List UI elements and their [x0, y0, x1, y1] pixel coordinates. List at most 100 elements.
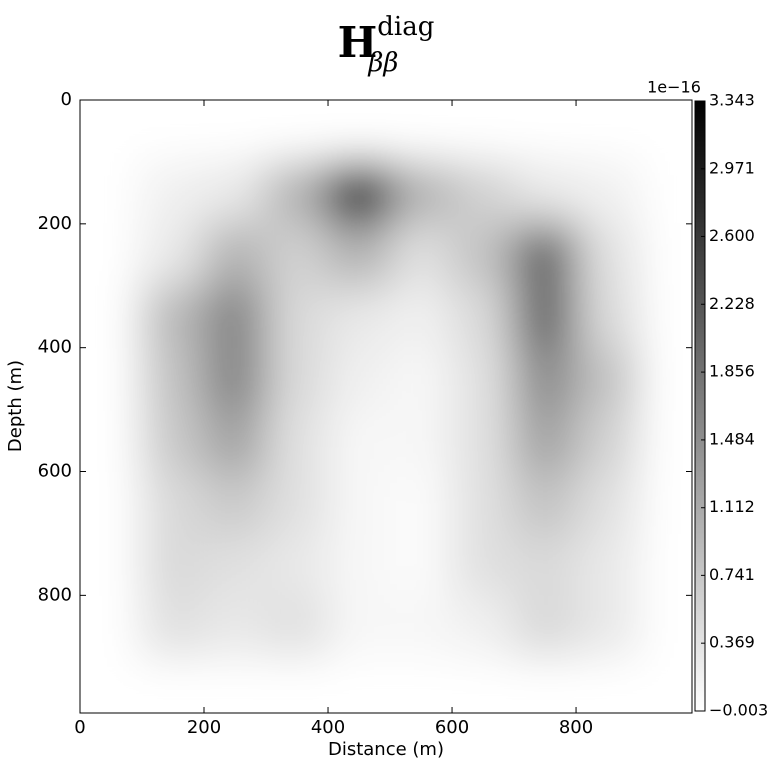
heatmap-cell — [328, 657, 391, 713]
y-axis-label: Depth (m) — [5, 360, 26, 452]
heatmap-cell — [514, 223, 577, 287]
heatmap-cell — [638, 657, 692, 713]
x-axis-label: Distance (m) — [328, 739, 444, 760]
colorbar-tick-label: 1.484 — [709, 429, 755, 448]
heatmap-cell — [204, 285, 267, 349]
heatmap-cell — [576, 223, 639, 287]
heatmap-cell — [390, 285, 453, 349]
colorbar-tick-label: 2.971 — [709, 158, 755, 177]
x-tick-label: 200 — [187, 717, 221, 738]
heatmap-cell — [452, 471, 515, 534]
heatmap-cell — [576, 100, 639, 163]
heatmap-cell — [142, 657, 205, 713]
x-tick-label: 400 — [311, 717, 345, 738]
heatmap-cell — [80, 100, 143, 163]
heatmap-cell — [80, 409, 143, 473]
heatmap-cell — [80, 161, 143, 225]
colorbar-tick-label: 2.600 — [709, 226, 755, 245]
heatmap-cell — [266, 533, 329, 596]
heatmap-cell — [452, 100, 515, 163]
heatmap-cell — [328, 285, 391, 349]
heatmap-cell — [266, 100, 329, 163]
heatmap-cell — [514, 533, 577, 596]
heatmap-cell — [514, 347, 577, 411]
heatmap-cell — [638, 471, 692, 534]
heatmap-cell — [142, 595, 205, 658]
heatmap-cell — [204, 595, 267, 658]
heatmap-cell — [576, 533, 639, 596]
heatmap-cell — [266, 657, 329, 713]
heatmap-cell — [266, 161, 329, 225]
heatmap-cell — [390, 100, 453, 163]
colorbar — [694, 100, 706, 712]
heatmap-cell — [452, 657, 515, 713]
heatmap-cell — [638, 223, 692, 287]
x-tick-label: 600 — [435, 717, 469, 738]
x-tick-label: 800 — [559, 717, 593, 738]
chart-title: Hdiag ββ — [338, 12, 435, 78]
heatmap-cell — [514, 595, 577, 658]
heatmap-cell — [204, 533, 267, 596]
heatmap-cell — [328, 161, 391, 225]
heatmap-cell — [80, 223, 143, 287]
heatmap-cell — [638, 161, 692, 225]
heatmap-cell — [452, 347, 515, 411]
heatmap-cell — [80, 347, 143, 411]
heatmap-cell — [452, 161, 515, 225]
heatmap-cell — [204, 100, 267, 163]
heatmap-cell — [576, 471, 639, 534]
title-subscript: ββ — [367, 48, 398, 78]
colorbar-tick-label: 0.369 — [709, 633, 755, 652]
heatmap-cell — [514, 471, 577, 534]
heatmap-cell — [328, 409, 391, 473]
heatmap-cell — [514, 100, 577, 163]
heatmap-cell — [638, 409, 692, 473]
heatmap-cell — [390, 409, 453, 473]
heatmap-cell — [266, 223, 329, 287]
heatmap-cell — [142, 100, 205, 163]
heatmap-cell — [638, 595, 692, 658]
heatmap-cell — [576, 285, 639, 349]
heatmap-cell — [266, 471, 329, 534]
heatmap-cell — [638, 347, 692, 411]
heatmap-cell — [390, 223, 453, 287]
heatmap-cell — [514, 161, 577, 225]
heatmap-cell — [266, 285, 329, 349]
heatmap-cell — [514, 657, 577, 713]
heatmap-cell — [514, 285, 577, 349]
heatmap-cell — [204, 471, 267, 534]
heatmap-cell — [328, 595, 391, 658]
heatmap-cell — [204, 409, 267, 473]
y-tick-label: 0 — [61, 89, 72, 110]
colorbar-tick-label: 0.741 — [709, 565, 755, 584]
colorbar-tick-label: −0.003 — [709, 701, 768, 720]
y-tick-label: 600 — [38, 461, 72, 482]
x-tick-label: 0 — [74, 717, 85, 738]
heatmap-cell — [80, 657, 143, 713]
heatmap-cell — [204, 223, 267, 287]
heatmap-cell — [576, 347, 639, 411]
heatmap-cell — [390, 657, 453, 713]
heatmap-cell — [142, 347, 205, 411]
heatmap-cell — [328, 347, 391, 411]
heatmap-cell — [514, 409, 577, 473]
heatmap-cell — [576, 595, 639, 658]
heatmap-cell — [328, 223, 391, 287]
heatmap-cell — [80, 533, 143, 596]
heatmap-cell — [452, 223, 515, 287]
y-tick-label: 800 — [38, 584, 72, 605]
heatmap-cell — [452, 409, 515, 473]
heatmap-cell — [576, 409, 639, 473]
plot-frame — [79, 99, 693, 714]
heatmap-cell — [452, 533, 515, 596]
colorbar-tick-label: 2.228 — [709, 294, 755, 313]
colorbar-offset: 1e−16 — [647, 78, 701, 97]
heatmap-cell — [204, 161, 267, 225]
heatmap-cell — [390, 161, 453, 225]
heatmap-cell — [638, 533, 692, 596]
colorbar-tick-label: 1.856 — [709, 362, 755, 381]
colorbar-tick-label: 1.112 — [709, 497, 755, 516]
heatmap-cell — [266, 347, 329, 411]
heatmap-cell — [328, 100, 391, 163]
